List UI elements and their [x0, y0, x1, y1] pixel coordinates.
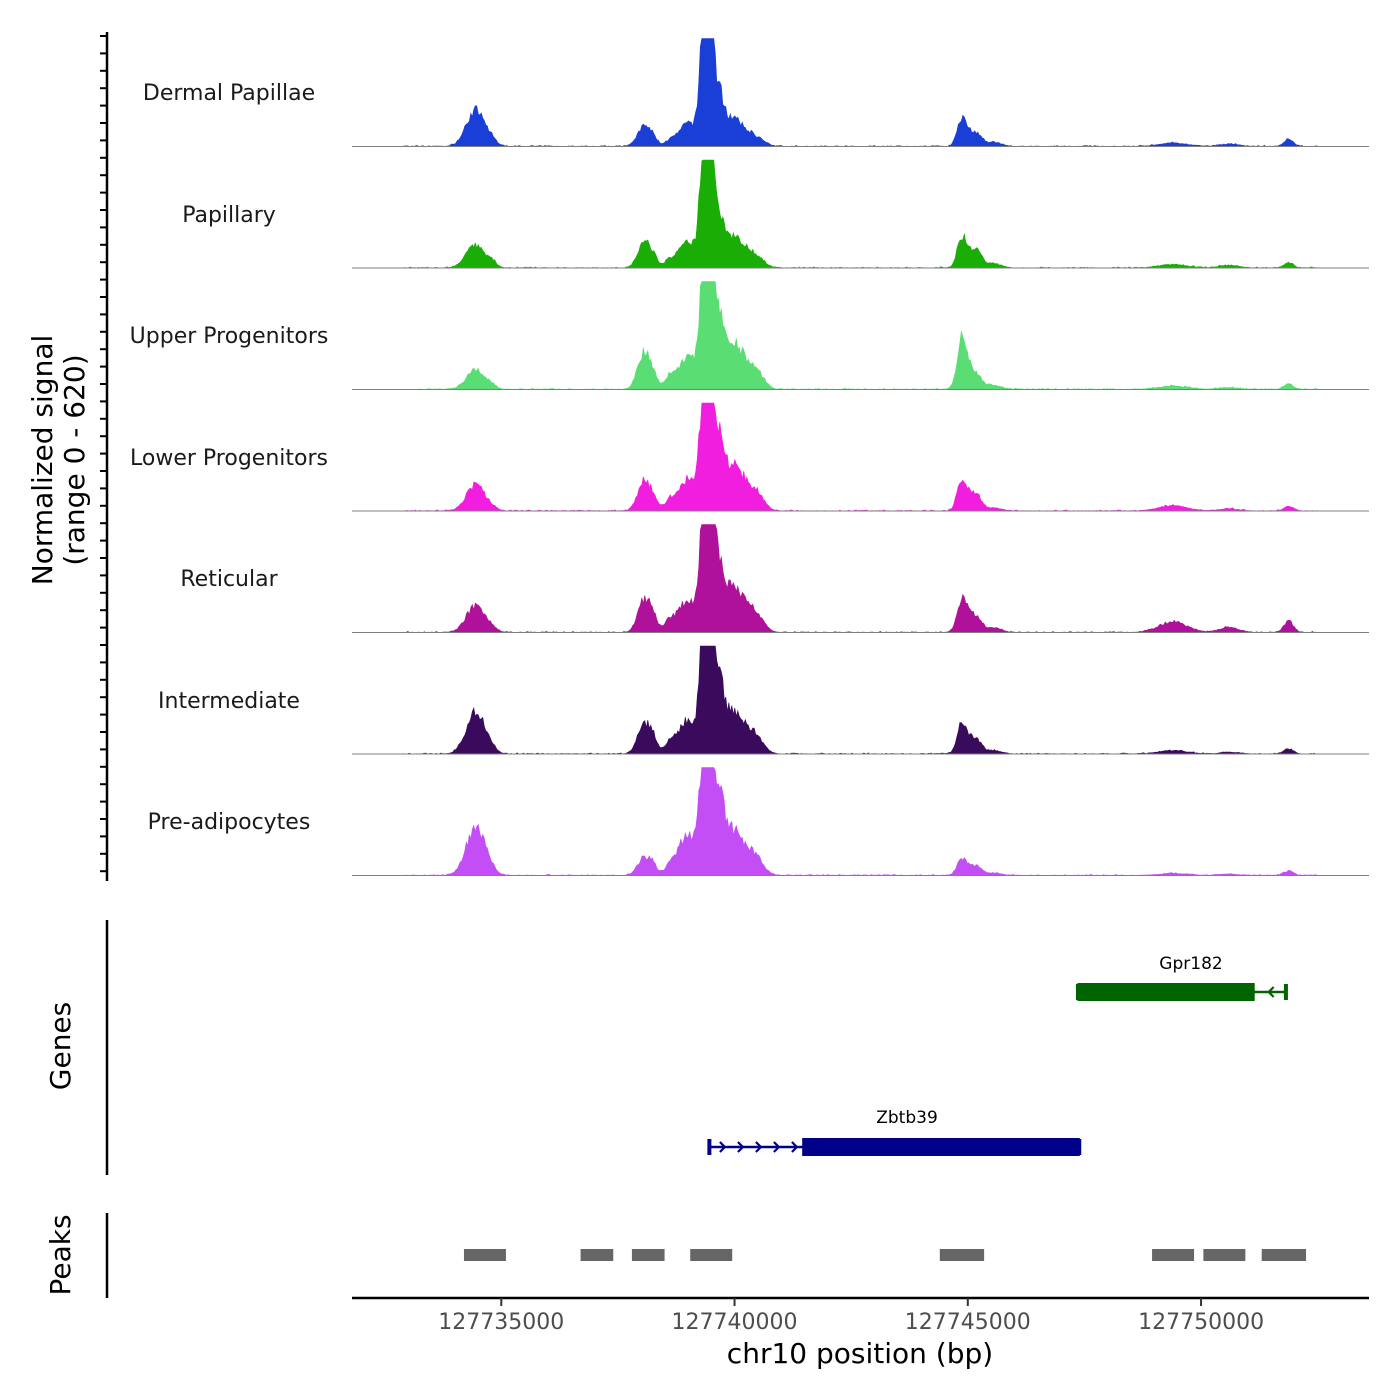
signal-track: [352, 524, 1369, 633]
signal-track: [352, 281, 1369, 390]
track-label: Pre-adipocytes: [148, 810, 311, 835]
track-label: Lower Progenitors: [130, 446, 328, 471]
track-label: Dermal Papillae: [143, 81, 315, 106]
peak-block: [463, 1249, 506, 1261]
y-axis-title: Normalized signal: [26, 335, 59, 586]
gene-cap: [1077, 1139, 1082, 1155]
strand-arrow: [791, 1141, 799, 1153]
signal-area: [403, 281, 1319, 390]
track-label: Upper Progenitors: [130, 324, 329, 349]
track-label: Intermediate: [158, 689, 300, 714]
gene-cap: [707, 1139, 712, 1155]
peak-block: [939, 1249, 985, 1261]
peaks-panel-title: Peaks: [44, 1214, 77, 1295]
genes-panel-title: Genes: [44, 1002, 77, 1090]
peak-block: [1152, 1249, 1195, 1261]
peak-block: [1203, 1249, 1246, 1261]
signal-track: [352, 402, 1369, 512]
track-label: Papillary: [182, 203, 276, 228]
peak-block: [1261, 1249, 1307, 1261]
peak-block: [580, 1249, 614, 1261]
signal-area: [403, 767, 1318, 876]
x-tick-label: 127745000: [905, 1310, 1031, 1335]
gene-model: [1075, 983, 1288, 1001]
x-axis-ticks: 127735000 127740000 127745000 127750000: [438, 1298, 1264, 1335]
signal-track: [352, 38, 1369, 147]
signal-track: [352, 767, 1369, 876]
x-axis-title: chr10 position (bp): [727, 1337, 993, 1370]
gene-cap: [1283, 984, 1288, 1000]
track-labels: Dermal Papillae Papillary Upper Progenit…: [130, 81, 329, 835]
peak-blocks: [463, 1249, 1307, 1261]
gene-exon: [1077, 983, 1255, 1001]
y-axis-range: (range 0 - 620): [58, 354, 91, 565]
signal-track: [352, 159, 1369, 269]
signal-area: [403, 524, 1318, 633]
peak-block: [690, 1249, 733, 1261]
signal-area: [403, 402, 1318, 512]
x-tick-label: 127735000: [438, 1310, 564, 1335]
signal-area: [403, 645, 1318, 755]
gene-exon: [802, 1138, 1080, 1156]
x-tick-label: 127750000: [1138, 1310, 1264, 1335]
gene-model: [707, 1138, 1082, 1156]
track-label: Reticular: [180, 567, 278, 592]
gene-models: Gpr182 Zbtb39: [707, 954, 1288, 1156]
strand-arrow: [737, 1141, 745, 1153]
peak-block: [631, 1249, 665, 1261]
strand-arrow: [773, 1141, 781, 1153]
gene-cap: [1075, 984, 1080, 1000]
signal-area: [403, 159, 1318, 269]
x-tick-label: 127740000: [672, 1310, 798, 1335]
signal-tracks: [352, 38, 1369, 876]
signal-area: [403, 38, 1319, 147]
gene-label-zbtb39: Zbtb39: [876, 1108, 938, 1128]
strand-arrow: [755, 1141, 763, 1153]
signal-y-ticks: [100, 35, 107, 873]
strand-arrow: [719, 1141, 727, 1153]
strand-arrow: [1267, 986, 1275, 998]
signal-track: [352, 645, 1369, 755]
gene-label-gpr182: Gpr182: [1159, 954, 1222, 974]
